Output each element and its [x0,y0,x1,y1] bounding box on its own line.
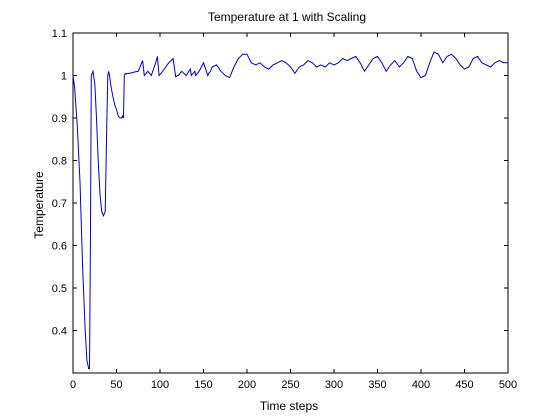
plot-area [72,32,509,374]
y-tick-label: 1.1 [52,28,67,40]
chart-title: Temperature at 1 with Scaling [208,10,366,24]
y-tick-label: 0.5 [52,283,67,295]
y-tick-label: 0.9 [52,113,67,125]
x-tick-label: 400 [412,379,430,391]
series-line-temperature [72,51,508,370]
x-tick-label: 450 [455,379,473,391]
y-tick-label: 1 [61,71,67,83]
x-tick-label: 300 [325,379,343,391]
x-tick-label: 250 [281,379,299,391]
x-axis: 0 50 100 150 200 250 300 350 400 450 500 [70,33,517,391]
y-tick-label: 0.7 [52,198,67,210]
y-tick-label: 0.8 [52,156,67,168]
x-tick-label: 200 [238,379,256,391]
y-axis-label: Temperature [32,171,46,239]
x-tick-label: 100 [151,379,169,391]
y-tick-label: 0.4 [52,326,67,338]
x-tick-label: 0 [70,379,76,391]
y-tick-label: 0.6 [52,241,67,253]
x-axis-label: Time steps [260,399,318,413]
y-axis: 0.4 0.5 0.6 0.7 0.8 0.9 1 1.1 [52,28,508,338]
x-tick-label: 50 [110,379,122,391]
x-tick-label: 350 [368,379,386,391]
x-tick-label: 500 [499,379,517,391]
x-tick-label: 150 [194,379,212,391]
